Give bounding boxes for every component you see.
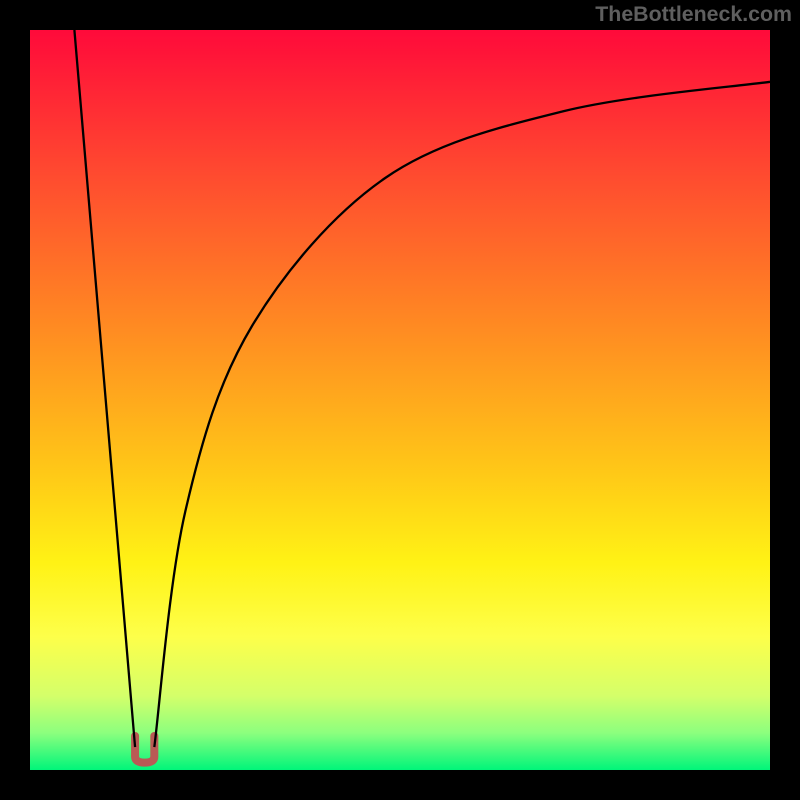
chart-container: TheBottleneck.com — [0, 0, 800, 800]
plot-background — [30, 30, 770, 770]
watermark-text: TheBottleneck.com — [595, 2, 792, 27]
bottleneck-chart — [0, 0, 800, 800]
